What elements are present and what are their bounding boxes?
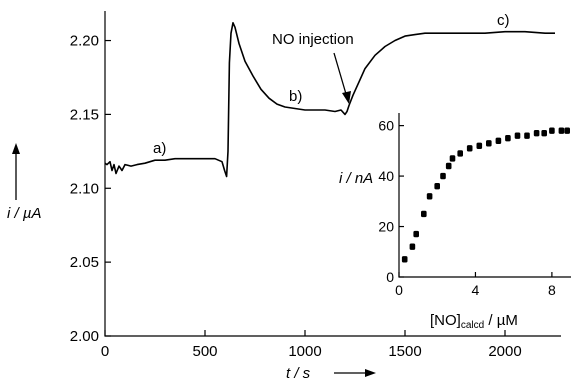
- inset-x-axis-label: [NO]calcd / µM: [430, 312, 518, 331]
- main-y-tick-label: 2.10: [70, 180, 99, 197]
- main-x-tick-label: 0: [101, 343, 109, 360]
- inset-data-point: [541, 130, 547, 137]
- inset-data-point: [409, 243, 416, 250]
- annotation-a: a): [153, 140, 166, 157]
- inset-data-point: [495, 137, 502, 144]
- inset-data-point: [421, 210, 427, 218]
- inset-data-point: [413, 230, 419, 238]
- inset-data-point: [549, 127, 555, 134]
- inset-data-point: [401, 256, 408, 263]
- y-arrow-head-icon: [12, 143, 20, 154]
- main-x-tick-label: 500: [192, 343, 217, 360]
- inset-data-point: [476, 142, 483, 149]
- injection-arrow-head-icon: [342, 91, 351, 104]
- inset-chart: 0 4 8 0 20 40 60 i / nA [NO]calcd / µM: [339, 110, 574, 331]
- inset-background: [399, 110, 574, 280]
- inset-data-point: [486, 140, 492, 147]
- inset-x-tick-label: 8: [548, 282, 556, 298]
- inset-data-point: [457, 150, 463, 157]
- inset-data-point: [564, 127, 570, 134]
- injection-arrow-line: [333, 52, 347, 95]
- inset-x-label-main: [NO]: [430, 312, 461, 329]
- inset-data-point: [434, 183, 440, 190]
- x-arrow-head-icon: [365, 369, 376, 377]
- inset-data-point: [426, 193, 433, 200]
- main-x-tick-label: 1000: [288, 343, 321, 360]
- inset-x-ticks: 0 4 8: [395, 272, 556, 298]
- inset-y-tick-label: 0: [386, 269, 394, 285]
- inset-x-label-unit: / µM: [484, 312, 518, 329]
- inset-data-point: [466, 145, 473, 152]
- annotation-no-injection: NO injection: [272, 31, 354, 48]
- main-x-axis-label: t / s: [286, 365, 311, 379]
- annotation-c: c): [497, 12, 510, 29]
- inset-data-point: [533, 130, 540, 137]
- annotation-b: b): [289, 88, 302, 105]
- main-x-ticks: 0 500 1000 1500 2000: [101, 330, 522, 360]
- inset-x-tick-label: 4: [472, 282, 480, 298]
- inset-y-ticks: 0 20 40 60: [378, 118, 404, 285]
- inset-y-tick-label: 60: [378, 118, 394, 134]
- main-y-tick-label: 2.15: [70, 106, 99, 123]
- main-chart: 0 500 1000 1500 2000 2.002.052.102.152.20 i …: [7, 11, 561, 382]
- inset-points: [401, 127, 570, 263]
- inset-data-point: [558, 127, 565, 134]
- inset-data-point: [505, 135, 511, 142]
- main-y-axis-label: i / µA: [7, 205, 41, 222]
- main-y-tick-label: 2.20: [70, 33, 99, 50]
- main-y-tick-label: 2.05: [70, 254, 99, 271]
- main-y-tick-label: 2.00: [70, 328, 99, 345]
- main-x-tick-label: 2000: [488, 343, 521, 360]
- main-x-tick-label: 1500: [388, 343, 421, 360]
- inset-x-label-sub: calcd: [461, 320, 484, 331]
- inset-data-point: [514, 132, 521, 139]
- inset-y-tick-label: 40: [378, 168, 394, 184]
- inset-y-tick-label: 20: [378, 219, 394, 235]
- inset-data-point: [440, 172, 446, 180]
- inset-data-point: [445, 162, 452, 170]
- main-y-ticks: 2.00 2.05 2.10 2.15 2.20: [70, 33, 111, 345]
- inset-x-tick-label: 0: [395, 282, 403, 298]
- main-current-trace: [104, 22, 555, 178]
- inset-data-point: [524, 132, 530, 139]
- inset-data-point: [449, 155, 456, 162]
- inset-y-axis-label: i / nA: [339, 170, 373, 187]
